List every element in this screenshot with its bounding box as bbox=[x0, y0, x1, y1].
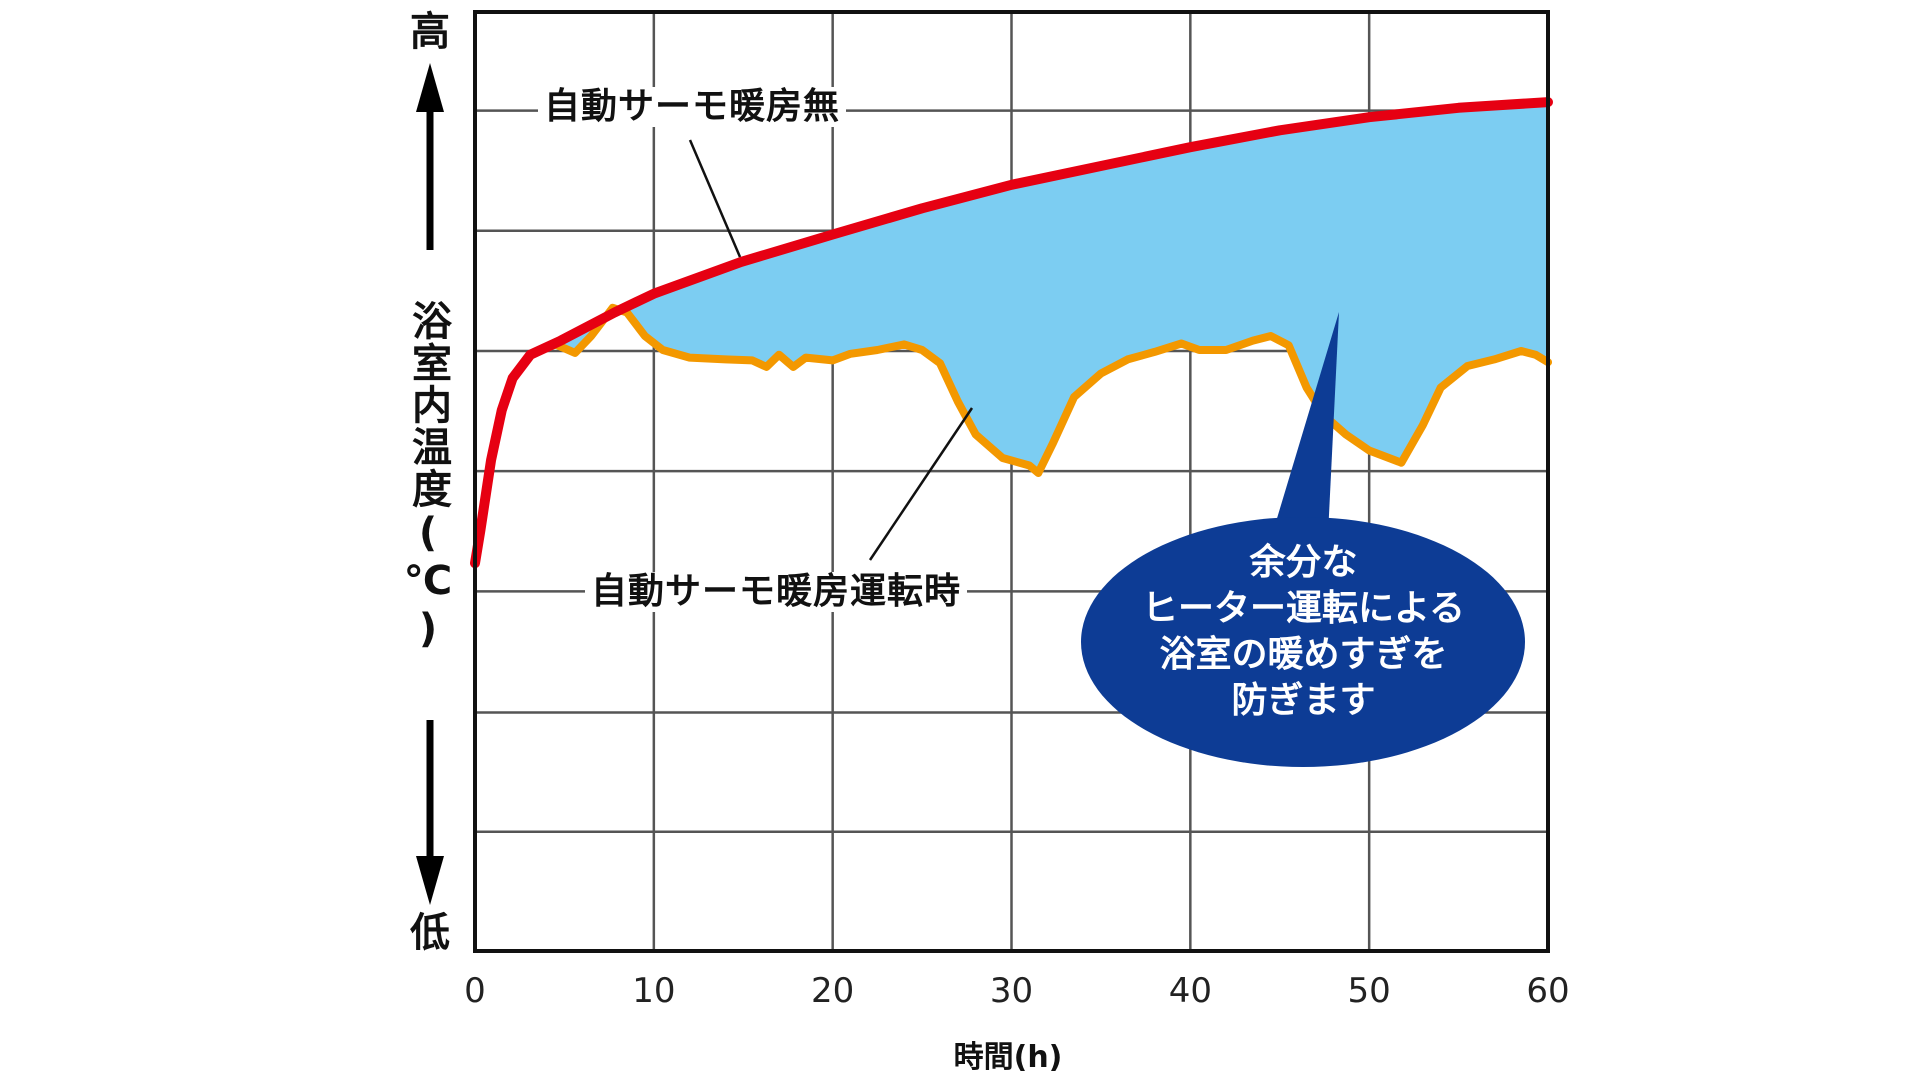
x-tick-label: 60 bbox=[1526, 971, 1570, 1011]
series-label-no-thermo: 自動サーモ暖房無 bbox=[538, 87, 847, 127]
leader-line-no-thermo bbox=[688, 139, 742, 258]
callout-text: 余分な ヒーター運転による 浴室の暖めすぎを 防ぎます bbox=[1082, 540, 1525, 724]
arrow-up-icon bbox=[416, 63, 444, 250]
callout-line-2: ヒーター運転による bbox=[1142, 588, 1465, 629]
series-label-thermo: 自動サーモ暖房運転時 bbox=[585, 572, 968, 612]
x-tick-label: 10 bbox=[632, 971, 676, 1011]
y-axis-low-label: 低 bbox=[410, 910, 450, 956]
callout-line-3: 浴室の暖めすぎを bbox=[1159, 634, 1448, 675]
series-line-no-thermo bbox=[470, 97, 1553, 569]
x-tick-label: 0 bbox=[464, 971, 486, 1011]
x-tick-label: 30 bbox=[989, 971, 1034, 1011]
leader-line-thermo bbox=[868, 407, 974, 561]
plot-frame bbox=[473, 10, 1550, 953]
excess-heating-area bbox=[475, 102, 1548, 564]
x-axis-title: 時間(h) bbox=[953, 1040, 1063, 1075]
callout-line-4: 防ぎます bbox=[1231, 680, 1376, 721]
x-tick-label: 20 bbox=[811, 971, 855, 1011]
y-axis-high-label: 高 bbox=[410, 9, 450, 55]
callout-bubble bbox=[1081, 312, 1525, 767]
arrow-down-icon bbox=[416, 720, 444, 905]
callout-line-1: 余分な bbox=[1249, 542, 1358, 583]
y-axis-title: 浴室内温度(℃) bbox=[405, 300, 451, 654]
x-tick-label: 50 bbox=[1347, 971, 1391, 1011]
x-tick-label: 40 bbox=[1168, 971, 1212, 1011]
